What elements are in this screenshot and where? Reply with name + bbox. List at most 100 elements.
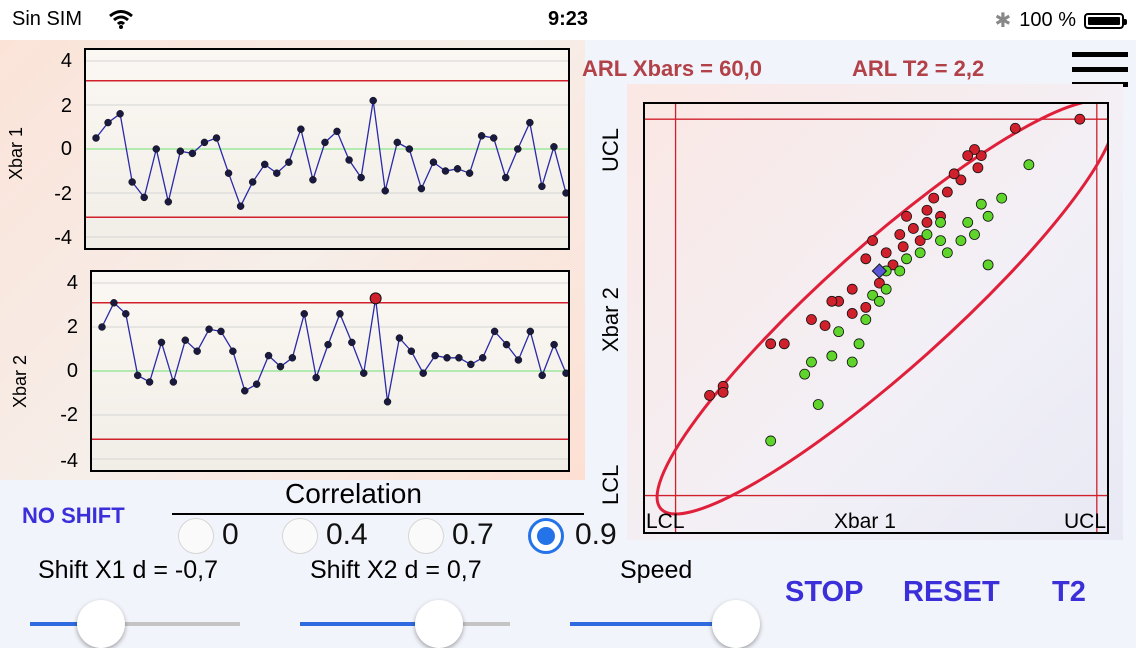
data-point (116, 110, 124, 118)
scatter-point (880, 283, 892, 295)
chart1-tick: 2 (60, 95, 72, 117)
t2-scatter-svg (645, 99, 1117, 532)
data-point (229, 347, 237, 355)
shift-x2-slider-thumb[interactable] (414, 600, 463, 648)
correlation-radio-0-9[interactable] (528, 518, 564, 554)
scatter-point (880, 247, 892, 259)
stop-button[interactable]: STOP (785, 576, 864, 608)
t2-button[interactable]: T2 (1052, 576, 1086, 608)
scatter-point (1023, 159, 1035, 171)
scatter-point (819, 320, 831, 331)
data-point (324, 340, 332, 349)
data-point (431, 351, 439, 360)
data-point (104, 118, 112, 127)
data-point (122, 310, 130, 318)
chart1-tick: -4 (54, 227, 72, 249)
data-point (467, 360, 475, 369)
data-point (538, 182, 546, 191)
data-point (288, 354, 297, 362)
data-point (465, 169, 474, 177)
data-point (140, 193, 148, 202)
shift-x2-slider[interactable] (300, 600, 510, 648)
scatter-point (812, 399, 824, 410)
data-point (478, 354, 487, 362)
carrier-label: Sin SIM (12, 8, 83, 30)
data-point (188, 149, 197, 158)
correlation-label-0-4: 0.4 (326, 518, 368, 551)
data-point (260, 160, 269, 169)
data-point (248, 178, 257, 186)
data-point (241, 387, 249, 395)
scatter-point (887, 259, 899, 271)
chart2-ylabel: Xbar 2 (10, 354, 30, 408)
correlation-radio-0[interactable] (178, 518, 214, 554)
shift-x1-slider[interactable] (30, 600, 240, 648)
scatter-point (935, 235, 946, 246)
scatter-point (901, 210, 912, 222)
scatter-point (765, 338, 777, 350)
scatter-point (860, 301, 872, 313)
xbar2-chart (90, 270, 570, 472)
data-point (110, 299, 118, 307)
data-point (176, 147, 185, 155)
data-point (502, 340, 511, 349)
data-point (526, 327, 535, 336)
data-point (264, 351, 273, 360)
data-point (514, 145, 522, 153)
series-line (95, 100, 567, 208)
scatter-point (846, 283, 858, 295)
scatter-point (867, 289, 879, 301)
data-point (395, 334, 404, 342)
data-point (405, 145, 414, 153)
scatter-point (996, 192, 1008, 204)
data-point (164, 198, 173, 206)
chart2-tick: 2 (66, 316, 78, 338)
correlation-radio-0-4[interactable] (282, 518, 318, 554)
data-point (348, 338, 356, 347)
correlation-radio-0-7[interactable] (408, 518, 444, 554)
scatter-point (955, 235, 967, 246)
data-point (212, 134, 221, 142)
data-point (205, 325, 213, 333)
no-shift-button[interactable]: NO SHIFT (22, 503, 125, 528)
data-point (562, 189, 570, 197)
scatter-point (969, 229, 980, 240)
t2-scatter-chart (643, 99, 1117, 534)
data-point (285, 158, 293, 166)
hamburger-menu-icon[interactable] (1072, 52, 1128, 88)
wifi-icon (109, 10, 133, 29)
data-point (157, 338, 166, 347)
t2-scatter-panel (627, 84, 1123, 540)
data-point (333, 127, 341, 136)
scatter-point (921, 216, 933, 228)
shift-x2-slider-fill (300, 622, 439, 626)
scatter-point (962, 150, 974, 162)
status-bar: Sin SIM 9:23 ✱ 100 % (0, 0, 1136, 40)
scatter-point (778, 338, 790, 350)
xbar1-chart-svg (86, 60, 570, 238)
chart2-tick: -4 (60, 450, 78, 472)
data-point (501, 173, 510, 182)
speed-slider-thumb[interactable] (711, 600, 760, 648)
shift-x1-slider-thumb[interactable] (77, 600, 126, 648)
data-point (336, 310, 344, 318)
scatter-x-ucl-label: UCL (1064, 510, 1107, 533)
speed-slider[interactable] (570, 600, 760, 648)
scatter-point (897, 241, 909, 253)
correlation-label-0: 0 (222, 518, 239, 551)
series-line (101, 298, 567, 402)
reset-button[interactable]: RESET (903, 576, 1000, 608)
scatter-point (935, 216, 946, 228)
data-point (383, 398, 392, 406)
data-point (562, 369, 570, 377)
scatter-point (982, 259, 994, 271)
scatter-point (972, 162, 984, 174)
data-point (419, 369, 427, 377)
chart1-tick: 4 (60, 50, 72, 72)
data-point (133, 371, 142, 380)
data-point (429, 158, 438, 166)
data-point (550, 143, 558, 151)
data-point (145, 378, 154, 386)
data-point (477, 132, 486, 140)
scatter-point (799, 368, 811, 380)
